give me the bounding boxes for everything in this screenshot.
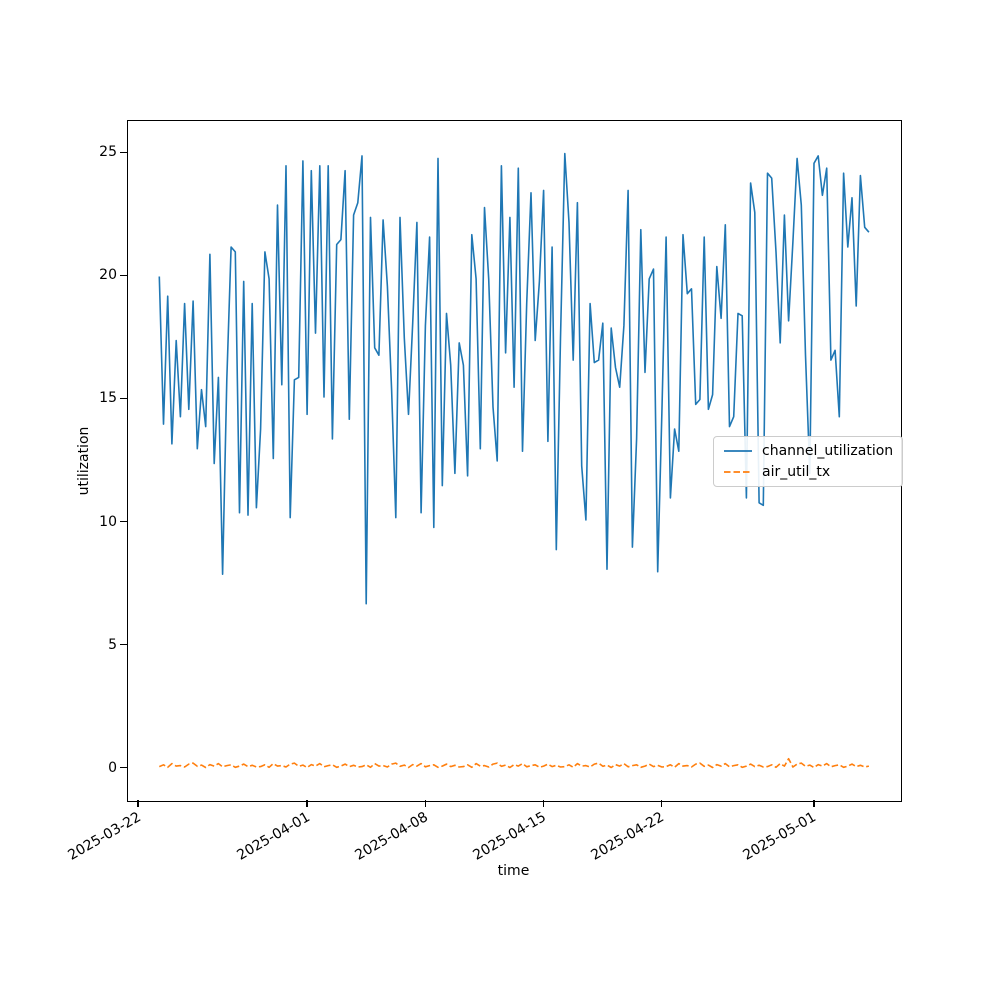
y-tick-mark [120,520,127,523]
y-tick-label: 10 [99,513,117,530]
x-tick-label: 2025-04-08 [352,809,431,864]
y-tick-mark [120,643,127,646]
x-tick-mark [306,800,308,807]
legend-line-solid-icon [724,450,752,452]
legend-entry-air-util-tx: air_util_tx [723,464,893,480]
y-axis-label: utilization [76,426,92,496]
y-tick-label: 20 [99,267,117,284]
legend-line-dashed-icon [724,471,752,473]
y-tick-label: 15 [99,390,117,407]
y-tick-mark [120,151,127,154]
y-tick-mark [120,397,127,400]
y-tick-mark [120,766,127,769]
series-line-air_util_tx [158,757,870,769]
x-tick-mark [542,800,545,807]
x-tick-mark [661,800,663,807]
x-tick-mark [137,800,139,807]
x-tick-mark [424,800,426,807]
legend-label-air-util-tx: air_util_tx [762,464,831,480]
x-tick-label: 2025-04-01 [233,809,313,864]
x-tick-label: 2025-04-22 [588,809,668,864]
x-tick-label: 2025-05-01 [740,809,820,864]
y-tick-label: 25 [99,144,117,161]
legend-label-channel-utilization: channel_utilization [762,443,894,459]
y-tick-label: 0 [108,759,117,776]
x-tick-label: 2025-04-15 [470,809,549,864]
legend-entry-channel-utilization: channel_utilization [723,443,893,459]
series-line-channel_utilization [158,152,870,605]
y-tick-label: 5 [108,636,117,653]
legend: channel_utilization air_util_tx [713,436,904,487]
x-tick-label: 2025-03-22 [65,809,144,864]
x-tick-mark [813,800,815,807]
y-tick-mark [120,274,127,277]
line-chart [158,152,870,769]
x-axis-label: time [497,863,530,879]
